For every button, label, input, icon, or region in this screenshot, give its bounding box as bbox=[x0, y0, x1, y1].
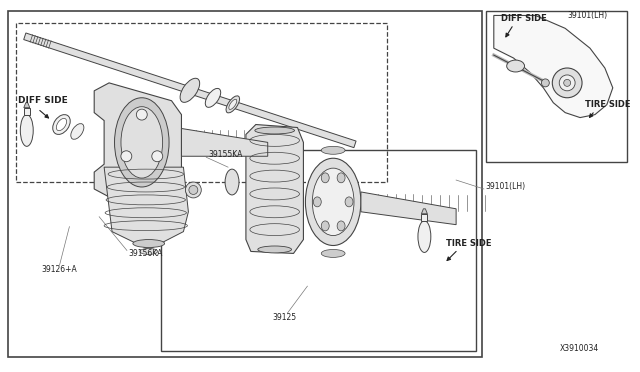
Ellipse shape bbox=[314, 197, 321, 207]
Ellipse shape bbox=[321, 221, 329, 231]
Ellipse shape bbox=[52, 115, 70, 134]
Ellipse shape bbox=[189, 186, 198, 195]
Ellipse shape bbox=[180, 78, 200, 102]
Polygon shape bbox=[246, 125, 303, 253]
Text: 39125: 39125 bbox=[273, 313, 297, 323]
Polygon shape bbox=[182, 128, 268, 156]
Text: 39156KA: 39156KA bbox=[129, 249, 163, 258]
Text: DIFF SIDE: DIFF SIDE bbox=[500, 14, 547, 23]
Ellipse shape bbox=[133, 240, 164, 247]
Text: 39155KA: 39155KA bbox=[208, 150, 243, 159]
Ellipse shape bbox=[186, 182, 202, 198]
Ellipse shape bbox=[226, 96, 239, 113]
Ellipse shape bbox=[337, 221, 345, 231]
Ellipse shape bbox=[321, 146, 345, 154]
Ellipse shape bbox=[121, 107, 163, 178]
Polygon shape bbox=[421, 209, 428, 214]
Ellipse shape bbox=[305, 158, 361, 246]
Ellipse shape bbox=[345, 197, 353, 207]
Ellipse shape bbox=[205, 89, 221, 108]
Text: 39101(LH): 39101(LH) bbox=[567, 11, 607, 20]
Bar bbox=[161, 150, 476, 350]
Ellipse shape bbox=[418, 221, 431, 253]
Text: X3910034: X3910034 bbox=[560, 344, 600, 353]
Polygon shape bbox=[94, 83, 182, 197]
Ellipse shape bbox=[321, 173, 329, 183]
Text: 39126+A: 39126+A bbox=[42, 265, 77, 274]
Polygon shape bbox=[361, 192, 456, 225]
Text: TIRE SIDE: TIRE SIDE bbox=[446, 239, 492, 248]
Ellipse shape bbox=[337, 173, 345, 183]
Text: 39101(LH): 39101(LH) bbox=[486, 182, 526, 190]
Ellipse shape bbox=[56, 118, 67, 131]
Ellipse shape bbox=[229, 99, 237, 109]
Ellipse shape bbox=[258, 246, 291, 253]
Ellipse shape bbox=[140, 248, 157, 254]
Bar bbox=[486, 12, 627, 162]
Polygon shape bbox=[24, 33, 356, 148]
Ellipse shape bbox=[115, 98, 169, 187]
Text: TIRE SIDE: TIRE SIDE bbox=[585, 100, 630, 109]
Text: DIFF SIDE: DIFF SIDE bbox=[18, 96, 68, 105]
Ellipse shape bbox=[541, 79, 549, 87]
Ellipse shape bbox=[564, 79, 571, 86]
Bar bbox=[8, 12, 482, 356]
Bar bbox=[16, 23, 387, 182]
Ellipse shape bbox=[559, 75, 575, 91]
Ellipse shape bbox=[255, 127, 294, 134]
Ellipse shape bbox=[225, 169, 239, 195]
Bar bbox=[421, 214, 428, 221]
Ellipse shape bbox=[121, 151, 132, 162]
Ellipse shape bbox=[552, 68, 582, 98]
Ellipse shape bbox=[20, 115, 33, 146]
Polygon shape bbox=[24, 103, 29, 108]
Ellipse shape bbox=[321, 250, 345, 257]
Ellipse shape bbox=[152, 151, 163, 162]
Ellipse shape bbox=[136, 109, 147, 120]
Ellipse shape bbox=[312, 168, 354, 235]
Bar bbox=[24, 108, 29, 115]
Ellipse shape bbox=[71, 124, 84, 139]
Polygon shape bbox=[494, 16, 612, 118]
Ellipse shape bbox=[507, 60, 525, 72]
Polygon shape bbox=[104, 167, 188, 250]
